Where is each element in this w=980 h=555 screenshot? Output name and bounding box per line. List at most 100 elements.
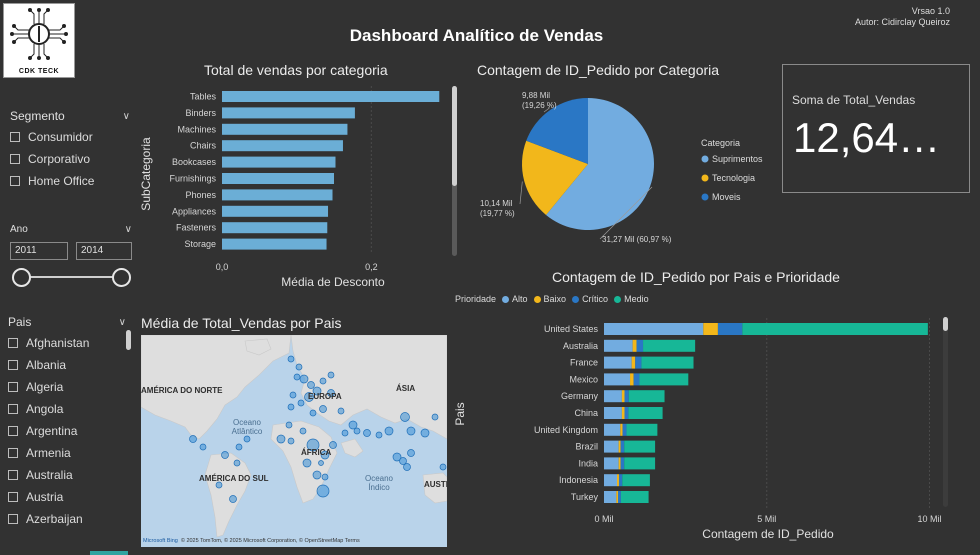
bar-segment-united-kingdom-baixo[interactable] bbox=[620, 423, 623, 436]
bar-segment-brazil-critico[interactable] bbox=[620, 440, 625, 453]
checkbox-icon[interactable] bbox=[8, 426, 18, 436]
scroll-thumb[interactable] bbox=[943, 317, 948, 331]
bar-segment-australia-baixo[interactable] bbox=[632, 339, 637, 352]
chevron-down-icon[interactable]: ∨ bbox=[118, 316, 126, 328]
bar-tables[interactable] bbox=[222, 91, 440, 102]
bar-chairs[interactable] bbox=[222, 140, 343, 152]
legend-label-tecnologia[interactable]: Tecnologia bbox=[712, 173, 755, 183]
bar-segment-united-states-critico[interactable] bbox=[717, 323, 743, 335]
legend-label-moveis[interactable]: Moveis bbox=[712, 192, 741, 202]
bar-segment-france-alto[interactable] bbox=[604, 356, 632, 369]
bar-segment-united-states-baixo[interactable] bbox=[703, 323, 718, 335]
checkbox-icon[interactable] bbox=[8, 360, 18, 370]
bar-segment-brazil-baixo[interactable] bbox=[618, 440, 621, 453]
subcat-scrollbar[interactable] bbox=[452, 86, 457, 256]
chevron-down-icon[interactable]: ∨ bbox=[122, 110, 130, 122]
bar-segment-indonesia-medio[interactable] bbox=[622, 474, 650, 487]
checkbox-icon[interactable] bbox=[10, 154, 20, 164]
bar-segment-united-kingdom-alto[interactable] bbox=[604, 423, 621, 436]
page-tab-indicator[interactable] bbox=[90, 551, 128, 555]
sales-map[interactable]: AMÉRICA DO NORTE EUROPA ÁSIA ÁFRICA AMÉR… bbox=[141, 335, 447, 547]
bar-bookcases[interactable] bbox=[222, 156, 336, 168]
checkbox-icon[interactable] bbox=[8, 448, 18, 458]
bar-segment-germany-alto[interactable] bbox=[604, 390, 622, 403]
checkbox-icon[interactable] bbox=[8, 492, 18, 502]
pais-chart-scrollbar[interactable] bbox=[943, 317, 948, 507]
bar-segment-mexico-critico[interactable] bbox=[633, 373, 640, 386]
segmento-item-corporativo[interactable]: Corporativo bbox=[10, 148, 130, 170]
pais-item-argentina[interactable]: Argentina bbox=[8, 420, 134, 442]
bar-segment-turkey-alto[interactable] bbox=[604, 491, 617, 503]
kpi-card[interactable]: Soma de Total_Vendas 12,64… bbox=[782, 64, 970, 193]
bar-segment-india-alto[interactable] bbox=[604, 457, 619, 470]
chevron-down-icon[interactable]: ∨ bbox=[124, 223, 132, 235]
segmento-item-home-office[interactable]: Home Office bbox=[10, 170, 130, 192]
bar-segment-australia-critico[interactable] bbox=[636, 339, 644, 352]
legend-item-critico[interactable]: Crítico bbox=[572, 294, 608, 304]
bar-segment-united-states-medio[interactable] bbox=[742, 323, 928, 335]
attribution-text[interactable]: © 2025 TomTom, © 2025 Microsoft Corporat… bbox=[180, 538, 360, 544]
bar-segment-china-alto[interactable] bbox=[604, 407, 622, 419]
checkbox-icon[interactable] bbox=[10, 132, 20, 142]
bar-segment-turkey-baixo[interactable] bbox=[616, 491, 618, 503]
bar-segment-indonesia-alto[interactable] bbox=[604, 474, 618, 487]
bar-segment-mexico-baixo[interactable] bbox=[630, 373, 634, 386]
bar-segment-france-medio[interactable] bbox=[641, 356, 694, 369]
bar-segment-australia-alto[interactable] bbox=[604, 339, 633, 352]
slider-handle-end[interactable] bbox=[112, 268, 131, 287]
pais-item-australia[interactable]: Australia bbox=[8, 464, 134, 486]
bar-segment-germany-critico[interactable] bbox=[624, 390, 629, 403]
bar-segment-china-medio[interactable] bbox=[628, 407, 663, 419]
bar-segment-united-kingdom-medio[interactable] bbox=[626, 423, 658, 436]
bar-storage[interactable] bbox=[222, 238, 327, 250]
checkbox-icon[interactable] bbox=[10, 176, 20, 186]
legend-label-suprimentos[interactable]: Suprimentos bbox=[712, 154, 763, 164]
pie-slice-tecnologia[interactable] bbox=[522, 140, 588, 215]
bar-segment-china-baixo[interactable] bbox=[621, 407, 625, 419]
bar-segment-india-baixo[interactable] bbox=[618, 457, 621, 470]
checkbox-icon[interactable] bbox=[8, 338, 18, 348]
ano-range-slider[interactable] bbox=[10, 266, 132, 288]
pais-item-albania[interactable]: Albania bbox=[8, 354, 134, 376]
checkbox-icon[interactable] bbox=[8, 404, 18, 414]
ano-from-input[interactable]: 2011 bbox=[10, 242, 68, 260]
bar-segment-mexico-alto[interactable] bbox=[604, 373, 631, 386]
pais-item-angola[interactable]: Angola bbox=[8, 398, 134, 420]
bar-segment-france-critico[interactable] bbox=[635, 356, 642, 369]
legend-item-alto[interactable]: Alto bbox=[502, 294, 528, 304]
bar-segment-india-medio[interactable] bbox=[624, 457, 656, 470]
bar-segment-germany-medio[interactable] bbox=[628, 390, 665, 403]
bar-binders[interactable] bbox=[222, 107, 355, 119]
pais-item-azerbaijan[interactable]: Azerbaijan bbox=[8, 508, 134, 530]
legend-item-medio[interactable]: Medio bbox=[614, 294, 649, 304]
bar-segment-indonesia-baixo[interactable] bbox=[617, 474, 619, 487]
bar-segment-brazil-medio[interactable] bbox=[624, 440, 656, 453]
slider-handle-start[interactable] bbox=[12, 268, 31, 287]
bar-furnishings[interactable] bbox=[222, 173, 334, 184]
bar-segment-brazil-alto[interactable] bbox=[604, 440, 619, 453]
bar-segment-india-critico[interactable] bbox=[620, 457, 625, 470]
scroll-thumb[interactable] bbox=[452, 86, 457, 186]
bar-segment-france-baixo[interactable] bbox=[631, 356, 636, 369]
bar-appliances[interactable] bbox=[222, 205, 329, 217]
bar-phones[interactable] bbox=[222, 189, 333, 201]
checkbox-icon[interactable] bbox=[8, 382, 18, 392]
bar-segment-indonesia-critico[interactable] bbox=[618, 474, 623, 487]
pais-item-austria[interactable]: Austria bbox=[8, 486, 134, 508]
bar-segment-turkey-medio[interactable] bbox=[620, 491, 649, 503]
pais-scrollbar[interactable] bbox=[126, 330, 131, 350]
bar-segment-china-critico[interactable] bbox=[624, 407, 629, 419]
pais-item-armenia[interactable]: Armenia bbox=[8, 442, 134, 464]
checkbox-icon[interactable] bbox=[8, 514, 18, 524]
bar-fasteners[interactable] bbox=[222, 222, 328, 234]
bar-segment-united-states-alto[interactable] bbox=[604, 323, 704, 335]
bar-segment-germany-baixo[interactable] bbox=[621, 390, 625, 403]
bar-segment-mexico-medio[interactable] bbox=[639, 373, 689, 386]
bar-segment-turkey-critico[interactable] bbox=[617, 491, 621, 503]
pais-item-afghanistan[interactable]: Afghanistan bbox=[8, 332, 134, 354]
pie-slice-suprimentos[interactable] bbox=[546, 98, 654, 230]
legend-item-baixo[interactable]: Baixo bbox=[533, 294, 566, 304]
bar-machines[interactable] bbox=[222, 123, 348, 135]
bar-segment-australia-medio[interactable] bbox=[643, 339, 696, 352]
bar-segment-united-kingdom-critico[interactable] bbox=[622, 423, 627, 436]
